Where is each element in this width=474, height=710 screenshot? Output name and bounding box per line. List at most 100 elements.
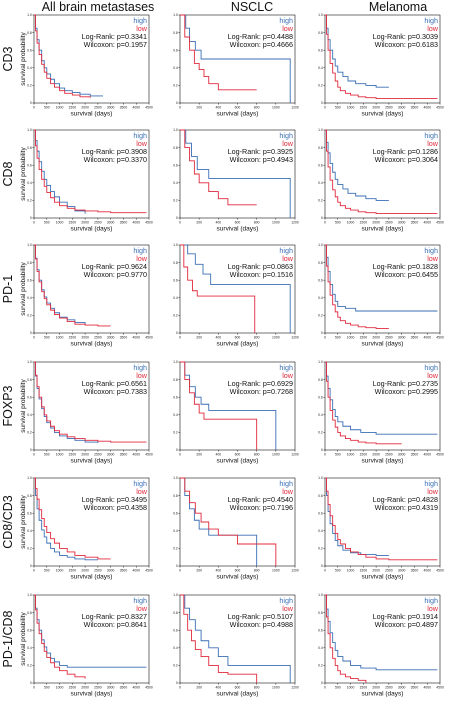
x-tick-label: 400 [215, 221, 221, 225]
legend-high: high [133, 246, 147, 255]
legend-low: low [427, 139, 439, 148]
wilcoxon-stat: Wilcoxon: p=0.3370 [84, 155, 147, 164]
y-tick-label: 0.8 [27, 261, 32, 265]
km-curve-high [180, 594, 291, 683]
logrank-stat: Log-Rank: p=0.5107 [228, 612, 293, 621]
legend-low: low [427, 24, 439, 33]
x-tick-label: 1000 [272, 569, 280, 573]
km-curve-low [34, 361, 147, 443]
x-tick-label: 4500 [145, 453, 153, 457]
y-tick-label: 0.2 [318, 314, 323, 318]
legend-low: low [282, 254, 294, 263]
y-tick-label: 0 [176, 216, 178, 220]
legend-high: high [424, 246, 438, 255]
legend-high: high [279, 596, 293, 605]
km-curve-low [325, 594, 367, 683]
km-curve-high [325, 361, 438, 435]
x-tick-label: 500 [335, 221, 341, 225]
x-tick-label: 3000 [107, 569, 115, 573]
wilcoxon-stat: Wilcoxon: p=0.7268 [230, 387, 293, 396]
km-curve-low [180, 14, 257, 91]
x-tick-label: 4000 [132, 221, 140, 225]
y-tick-label: 1.0 [318, 243, 323, 247]
plot-frame [33, 244, 150, 334]
x-tick-label: 3000 [398, 336, 406, 340]
wilcoxon-stat: Wilcoxon: p=0.4319 [375, 503, 438, 512]
x-tick-label: 4000 [423, 569, 431, 573]
x-tick-label: 1500 [360, 336, 368, 340]
x-tick-label: 1200 [291, 221, 299, 225]
x-tick-label: 0 [324, 106, 326, 110]
x-tick-label: 0 [33, 336, 35, 340]
legend-low: low [136, 371, 148, 380]
logrank-stat: Log-Rank: p=0.3341 [82, 32, 147, 41]
x-axis-label: survival (days) [71, 458, 113, 465]
y-tick-label: 0 [176, 564, 178, 568]
x-tick-label: 4500 [436, 106, 444, 110]
y-tick-label: 0.2 [173, 84, 178, 88]
x-tick-label: 800 [254, 453, 260, 457]
y-tick-label: 0.2 [27, 314, 32, 318]
y-tick-label: 0.8 [318, 378, 323, 382]
y-tick-label: 0.4 [173, 529, 178, 533]
plot-frame [179, 244, 296, 334]
x-tick-label: 1000 [56, 106, 64, 110]
x-axis-label: survival (days) [362, 226, 404, 233]
km-curve-low [180, 594, 258, 683]
x-tick-label: 2500 [385, 569, 393, 573]
y-tick-label: 0.4 [27, 181, 32, 185]
x-tick-label: 2500 [385, 106, 393, 110]
x-tick-label: 4500 [436, 453, 444, 457]
x-tick-label: 0 [179, 221, 181, 225]
x-tick-label: 500 [335, 453, 341, 457]
wilcoxon-stat: Wilcoxon: p=0.4666 [230, 40, 293, 49]
logrank-stat: Log-Rank: p=0.1286 [373, 147, 438, 156]
legend-high: high [133, 363, 147, 372]
x-tick-label: 3000 [398, 686, 406, 690]
logrank-stat: Log-Rank: p=0.1914 [373, 612, 438, 621]
y-tick-label: 0.4 [27, 296, 32, 300]
wilcoxon-stat: Wilcoxon: p=0.6183 [375, 40, 438, 49]
x-tick-label: 0 [324, 453, 326, 457]
x-tick-label: 2000 [81, 686, 89, 690]
y-tick-label: 1.0 [318, 13, 323, 17]
legend-low: low [282, 24, 294, 33]
y-tick-label: 0.6 [173, 163, 178, 167]
km-panel-cd8-cd3-melanoma: 0 500 1000 1500 2000 2500 3000 3500 4000 4500 0 0.2… [318, 476, 444, 580]
y-tick-label: 0.8 [173, 494, 178, 498]
x-tick-label: 1000 [272, 221, 280, 225]
x-tick-label: 1000 [56, 221, 64, 225]
x-tick-label: 4500 [436, 569, 444, 573]
x-tick-label: 1500 [69, 221, 77, 225]
x-tick-label: 2500 [94, 569, 102, 573]
km-panel-pd-1-nsclc: 0 200 400 600 800 1000 1200 0 0.2 0.4 0.6 0.8 1.0 sur… [173, 243, 299, 347]
x-tick-label: 200 [196, 686, 202, 690]
x-tick-label: 3500 [120, 453, 128, 457]
y-tick-label: 0.2 [27, 84, 32, 88]
x-tick-label: 4500 [436, 686, 444, 690]
x-tick-label: 4500 [145, 106, 153, 110]
km-curve-high [180, 14, 291, 103]
legend-high: high [279, 479, 293, 488]
logrank-stat: Log-Rank: p=0.8327 [82, 612, 147, 621]
legend-high: high [424, 16, 438, 25]
y-tick-label: 0.8 [318, 494, 323, 498]
x-axis-label: survival (days) [71, 111, 113, 118]
x-tick-label: 2500 [385, 686, 393, 690]
y-tick-label: 0.8 [27, 378, 32, 382]
y-tick-label: 0 [30, 101, 32, 105]
x-tick-label: 0 [179, 569, 181, 573]
x-tick-label: 3000 [398, 221, 406, 225]
logrank-stat: Log-Rank: p=0.9624 [82, 262, 147, 271]
x-axis-label: survival (days) [362, 111, 404, 118]
y-tick-label: 0 [30, 564, 32, 568]
y-tick-label: 0 [176, 681, 178, 685]
wilcoxon-stat: Wilcoxon: p=0.3064 [375, 155, 438, 164]
row-label-cd8-cd3: CD8/CD3 [1, 495, 15, 549]
x-tick-label: 2000 [372, 336, 380, 340]
y-tick-label: 0.6 [27, 48, 32, 52]
x-axis-label: survival (days) [217, 691, 259, 698]
y-tick-label: 0.8 [173, 146, 178, 150]
x-tick-label: 1500 [360, 569, 368, 573]
